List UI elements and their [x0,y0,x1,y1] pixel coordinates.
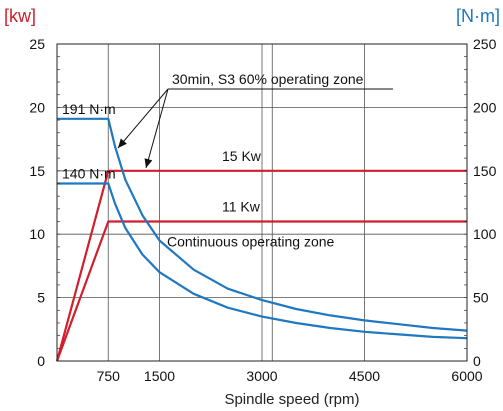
series-line-1 [55,169,467,362]
x-tick-label: 1500 [144,368,175,384]
y-right-tick-label: 250 [473,36,497,52]
callout-layer [117,88,393,169]
series-line-2 [55,220,467,362]
y-right-tick-label: 150 [473,163,497,179]
y-left-tick-label: 20 [29,99,45,115]
callout-arrow-line [145,88,169,169]
callout-arrowhead [118,138,127,148]
annotation-s3-zone: 30min, S3 60% operating zone [172,71,364,87]
grid [57,44,467,361]
y-left-tick-label: 5 [37,290,45,306]
y-right-tick-label: 0 [473,353,481,369]
annotation-power-high: 15 Kw [222,148,262,164]
series-line-3 [57,117,468,332]
annotation-torque-high: 191 N·m [62,101,116,117]
series-line-4 [57,182,468,340]
x-tick-label: 6000 [451,368,482,384]
series-layer [55,117,468,362]
annotation-continuous-zone: Continuous operating zone [167,234,335,250]
right-axis-unit: [N·m] [456,6,500,26]
x-tick-label: 4500 [349,368,380,384]
y-left-tick-label: 10 [29,226,45,242]
annotation-torque-low: 140 N·m [62,165,116,181]
y-left-tick-label: 15 [29,163,45,179]
y-left-tick-label: 25 [29,36,45,52]
left-axis-unit: [kw] [4,6,36,26]
x-tick-label: 750 [97,368,121,384]
y-right-tick-label: 50 [473,290,489,306]
y-right-tick-label: 200 [473,99,497,115]
callout-arrowhead [144,158,153,168]
y-right-tick-label: 100 [473,226,497,242]
x-axis-label: Spindle speed (rpm) [224,391,359,408]
callout-arrow-line [117,88,169,149]
y-left-tick-label: 0 [37,353,45,369]
plot-frame [56,43,468,362]
x-tick-label: 3000 [246,368,277,384]
annotation-power-low: 11 Kw [222,199,261,215]
